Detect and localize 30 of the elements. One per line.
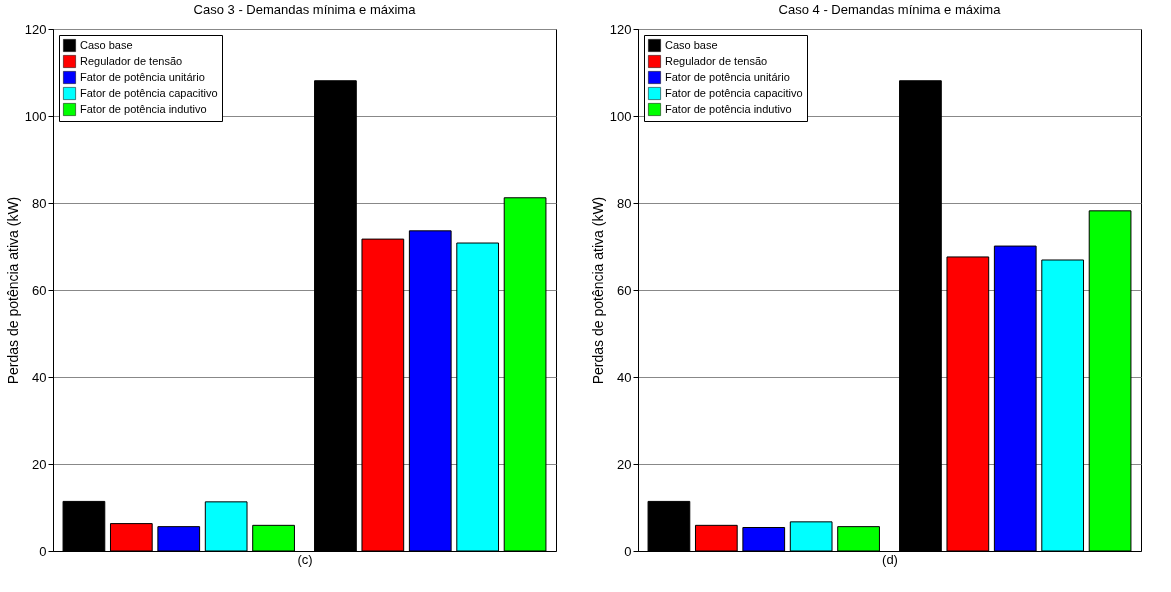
chart-title: Caso 4 - Demandas mínima e máxima	[778, 2, 1002, 17]
y-tick-label: 120	[609, 21, 632, 37]
y-axis-title: Perdas de potência ativa (kW)	[4, 196, 21, 385]
legend-label: Fator de potência indutivo	[665, 102, 792, 115]
y-tick-label: 40	[32, 369, 47, 385]
y-tick-label: 60	[32, 282, 47, 298]
y-tick-label: 100	[24, 108, 47, 124]
legend-label: Caso base	[80, 38, 133, 51]
legend-label: Fator de potência capacitivo	[665, 86, 803, 99]
y-tick-label: 40	[617, 369, 632, 385]
legend-label: Regulador de tensão	[80, 54, 183, 67]
y-tick-label: 0	[624, 543, 632, 559]
y-tick-label: 120	[24, 21, 47, 37]
y-tick-label: 80	[32, 195, 47, 211]
y-tick-label: 60	[617, 282, 632, 298]
y-tick-label: 20	[617, 456, 632, 472]
legend-label: Caso base	[665, 38, 718, 51]
x-axis-title: (c)	[297, 551, 313, 567]
y-tick-label: 100	[609, 108, 632, 124]
legend-label: Fator de potência unitário	[80, 70, 205, 83]
y-axis-title: Perdas de potência ativa (kW)	[589, 196, 606, 385]
y-tick-label: 20	[32, 456, 47, 472]
y-tick-label: 0	[39, 543, 47, 559]
legend-label: Regulador de tensão	[665, 54, 768, 67]
x-axis-title: (d)	[882, 551, 898, 567]
legend-label: Fator de potência indutivo	[80, 102, 207, 115]
chart-title: Caso 3 - Demandas mínima e máxima	[193, 2, 417, 17]
legend-label: Fator de potência unitário	[665, 70, 790, 83]
y-tick-label: 80	[617, 195, 632, 211]
legend-label: Fator de potência capacitivo	[80, 86, 218, 99]
